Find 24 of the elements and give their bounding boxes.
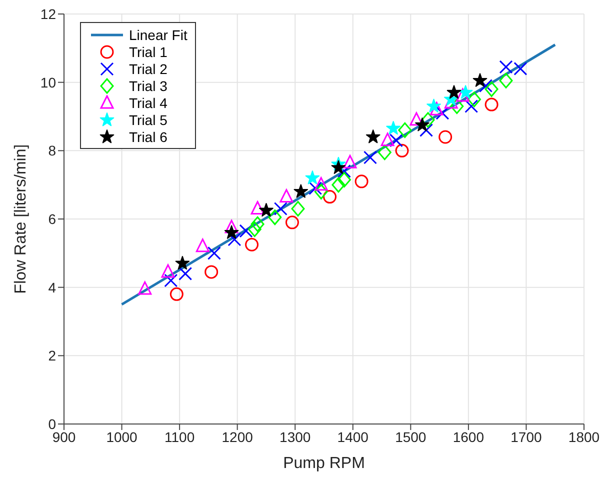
y-tick-label: 8	[48, 142, 56, 159]
legend-label: Trial 3	[129, 78, 168, 94]
x-tick-label: 1800	[568, 428, 600, 445]
legend-label: Linear Fit	[129, 26, 188, 42]
x-tick-label: 1000	[106, 428, 138, 445]
x-tick-label: 1100	[164, 428, 195, 445]
x-tick-label: 1200	[222, 428, 254, 445]
y-tick-label: 10	[40, 74, 56, 90]
x-tick-label: 1300	[280, 428, 311, 445]
y-tick-label: 2	[48, 348, 56, 364]
y-tick-label: 6	[48, 210, 56, 227]
legend-label: Trial 6	[129, 128, 168, 144]
legend-label: Trial 2	[129, 60, 168, 76]
y-tick-label: 12	[40, 6, 56, 22]
y-axis-title: Flow Rate [liters/min]	[12, 144, 30, 294]
x-axis-title: Pump RPM	[283, 455, 365, 472]
x-tick-label: 1700	[510, 428, 542, 445]
x-tick-label: 1500	[395, 428, 426, 445]
x-tick-label: 1400	[337, 428, 369, 445]
legend-label: Trial 4	[129, 94, 168, 110]
x-tick-label: 1600	[452, 428, 484, 445]
y-tick-label: 4	[48, 279, 56, 296]
legend-label: Trial 5	[129, 112, 168, 128]
legend-label: Trial 1	[129, 44, 168, 60]
